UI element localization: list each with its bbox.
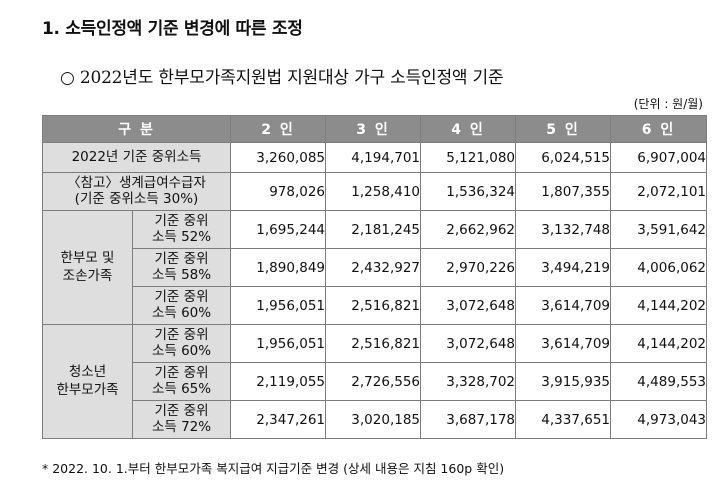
table-cell: 1,536,324 — [420, 172, 517, 211]
table-cell: 4,194,701 — [325, 142, 422, 173]
table-cell: 978,026 — [230, 172, 327, 211]
table-cell: 4,144,202 — [610, 324, 708, 363]
table-cell: 1,956,051 — [230, 286, 327, 325]
table-row: 기준 중위 소득 58% 1,890,849 2,432,927 2,970,2… — [43, 248, 708, 287]
row-label: 2022년 기준 중위소득 — [41, 142, 232, 173]
table-cell: 3,020,185 — [325, 400, 422, 439]
unit-note: (단위 : 원/월) — [633, 97, 703, 111]
table-cell: 2,516,821 — [325, 324, 422, 363]
table-cell: 6,024,515 — [515, 142, 612, 173]
table-subtitle: ○ 2022년도 한부모가족지원법 지원대상 가구 소득인정액 기준 — [60, 68, 504, 88]
header-4-persons: 4 인 — [420, 115, 517, 143]
table-cell: 2,662,962 — [420, 210, 517, 249]
table-cell: 2,516,821 — [325, 286, 422, 325]
table-row-livelihood-ref: 〈참고〉생계급여수급자 (기준 중위소득 30%) 978,026 1,258,… — [41, 172, 708, 211]
table-cell: 3,072,648 — [420, 324, 517, 363]
table-cell: 3,591,642 — [610, 210, 708, 249]
header-5-persons: 5 인 — [515, 115, 612, 143]
table-cell: 4,006,062 — [610, 248, 708, 287]
table-cell: 2,726,556 — [325, 362, 422, 401]
table-cell: 3,614,709 — [515, 286, 612, 325]
table-row: 기준 중위 소득 60% 1,956,051 2,516,821 3,072,6… — [43, 286, 708, 325]
table-cell: 1,258,410 — [325, 172, 422, 211]
table-cell: 2,347,261 — [230, 400, 327, 439]
header-2-persons: 2 인 — [230, 115, 327, 143]
table-row: 한부모 및 조손가족 기준 중위 소득 52% 1,695,244 2,181,… — [42, 210, 708, 325]
table-cell: 3,494,219 — [515, 248, 612, 287]
row-sub-label: 기준 중위 소득 52% — [131, 210, 232, 249]
row-sub-label: 기준 중위 소득 58% — [131, 248, 232, 287]
row-sub-label: 기준 중위 소득 60% — [131, 324, 232, 363]
table-cell: 3,687,178 — [420, 400, 517, 439]
table-cell: 3,072,648 — [420, 286, 517, 325]
table-cell: 3,260,085 — [230, 142, 327, 173]
table-cell: 3,614,709 — [515, 324, 612, 363]
row-sub-label: 기준 중위 소득 60% — [131, 286, 232, 325]
table-row: 청소년 한부모가족 기준 중위 소득 60% 1,956,051 2,516,8… — [42, 324, 708, 439]
table-cell: 1,890,849 — [230, 248, 327, 287]
table-cell: 2,181,245 — [325, 210, 422, 249]
group-label-single-parent: 한부모 및 조손가족 — [42, 210, 133, 325]
income-criteria-table: 구 분 2 인 3 인 4 인 5 인 6 인 2022년 기준 중위소득 3,… — [41, 115, 708, 439]
table-cell: 4,337,651 — [515, 400, 612, 439]
table-cell: 1,956,051 — [230, 324, 327, 363]
table-row: 기준 중위 소득 65% 2,119,055 2,726,556 3,328,7… — [43, 362, 708, 401]
table-cell: 1,807,355 — [515, 172, 612, 211]
table-cell: 6,907,004 — [610, 142, 708, 173]
table-row-median-income: 2022년 기준 중위소득 3,260,085 4,194,701 5,121,… — [41, 142, 708, 173]
table-cell: 1,695,244 — [230, 210, 327, 249]
table-cell: 3,132,748 — [515, 210, 612, 249]
table-cell: 2,970,226 — [420, 248, 517, 287]
header-category: 구 분 — [41, 115, 232, 143]
table-cell: 5,121,080 — [420, 142, 517, 173]
table-row: 기준 중위 소득 72% 2,347,261 3,020,185 3,687,1… — [43, 400, 708, 439]
section-title: 1. 소득인정액 기준 변경에 따른 조정 — [42, 19, 303, 39]
table-cell: 2,119,055 — [230, 362, 327, 401]
footnote: * 2022. 10. 1.부터 한부모가족 복지급여 지급기준 변경 (상세 … — [42, 461, 505, 476]
header-6-persons: 6 인 — [610, 115, 708, 143]
row-sub-label: 기준 중위 소득 72% — [131, 400, 232, 439]
table-cell: 4,973,043 — [610, 400, 708, 439]
table-cell: 4,144,202 — [610, 286, 708, 325]
table-cell: 2,432,927 — [325, 248, 422, 287]
header-row: 구 분 2 인 3 인 4 인 5 인 6 인 — [41, 115, 708, 143]
row-label: 〈참고〉생계급여수급자 (기준 중위소득 30%) — [41, 172, 232, 211]
table-cell: 3,328,702 — [420, 362, 517, 401]
table-cell: 3,915,935 — [515, 362, 612, 401]
table-cell: 2,072,101 — [610, 172, 708, 211]
table-cell: 4,489,553 — [610, 362, 708, 401]
group-label-youth-single-parent: 청소년 한부모가족 — [42, 324, 133, 439]
row-sub-label: 기준 중위 소득 65% — [131, 362, 232, 401]
header-3-persons: 3 인 — [325, 115, 422, 143]
